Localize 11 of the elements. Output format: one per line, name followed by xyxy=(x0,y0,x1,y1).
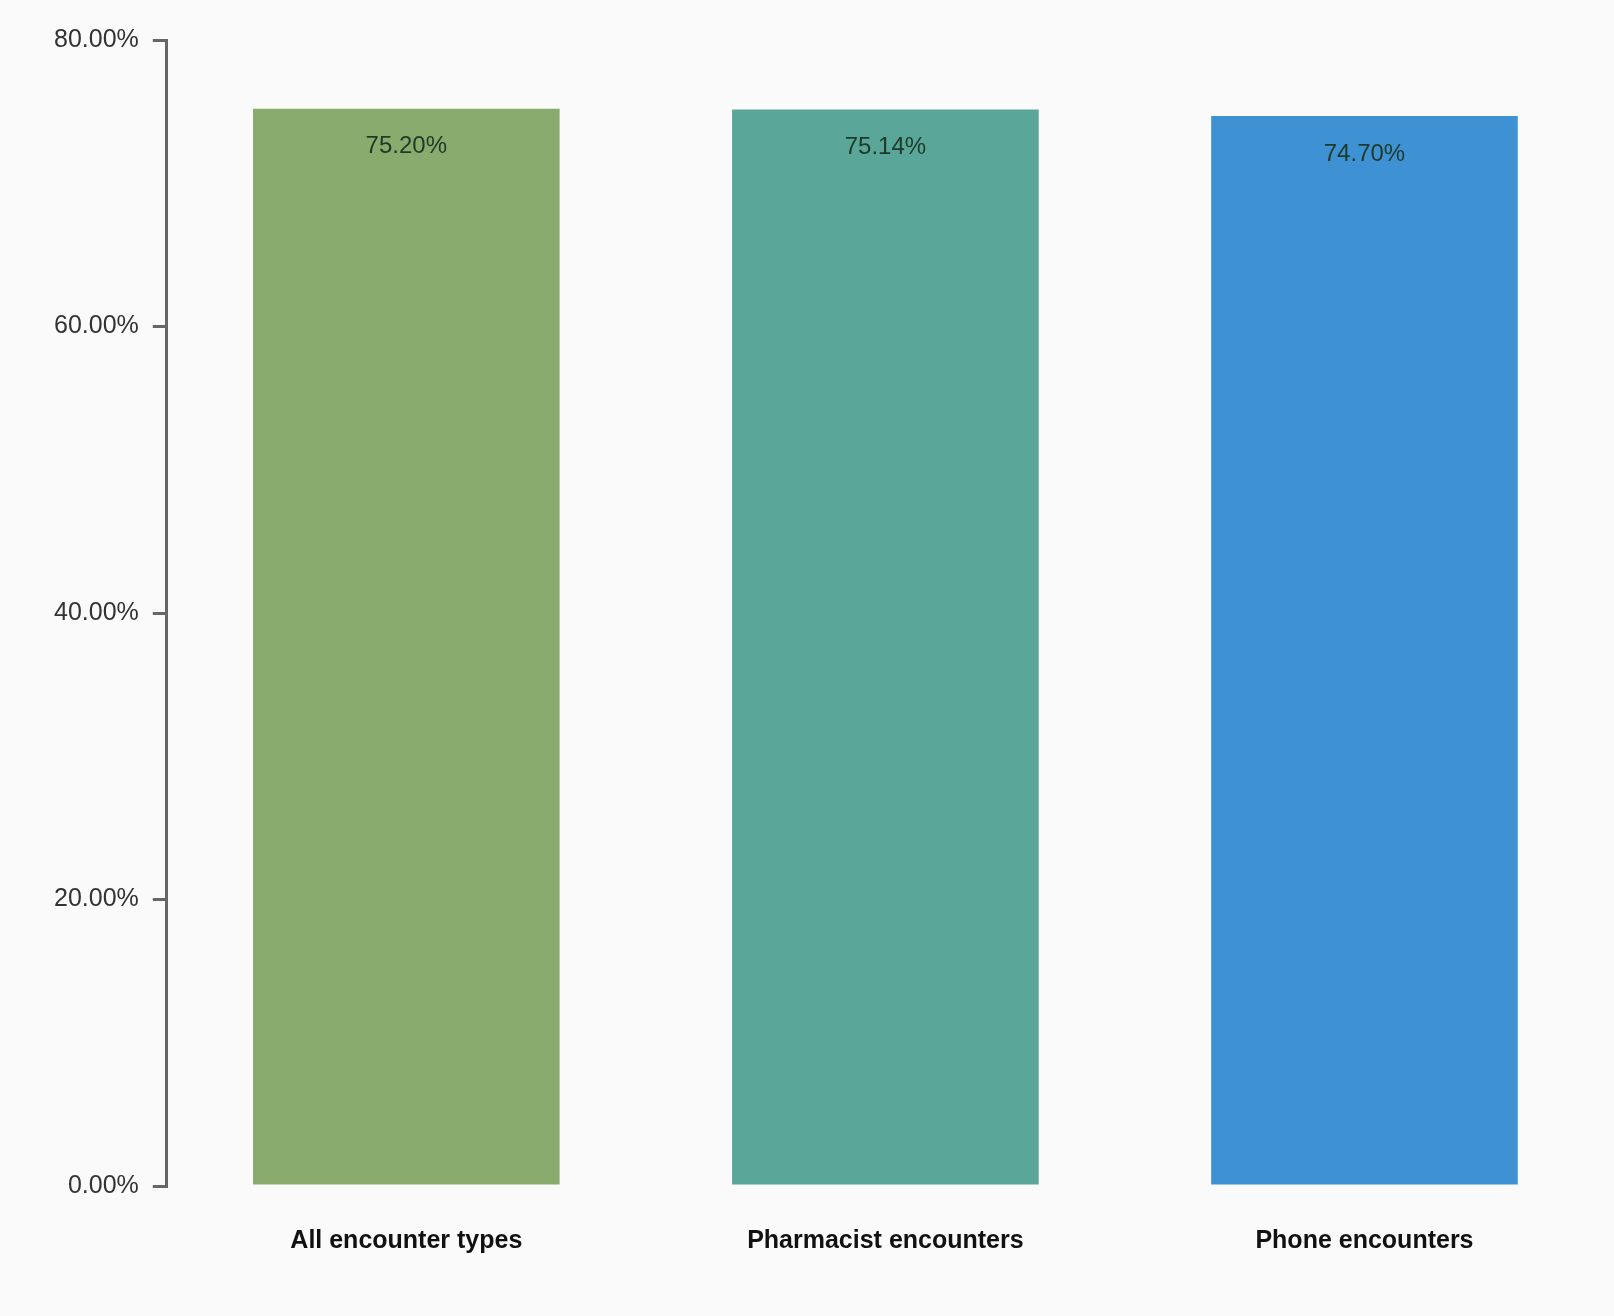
y-tick-label: 80.00% xyxy=(53,23,139,52)
y-tick-label: 0.00% xyxy=(67,1169,139,1198)
data-label: 75.14% xyxy=(844,132,927,160)
data-label: 75.20% xyxy=(365,131,448,159)
y-tick-label: 60.00% xyxy=(53,310,139,339)
data-label: 74.70% xyxy=(1323,138,1406,166)
x-tick-label: Pharmacist encounters xyxy=(747,1224,1024,1253)
y-tick-label: 40.00% xyxy=(53,596,139,625)
x-tick-label: Phone encounters xyxy=(1255,1224,1474,1253)
x-tick-label: All encounter types xyxy=(290,1224,523,1253)
y-tick-label: 20.00% xyxy=(53,883,139,912)
